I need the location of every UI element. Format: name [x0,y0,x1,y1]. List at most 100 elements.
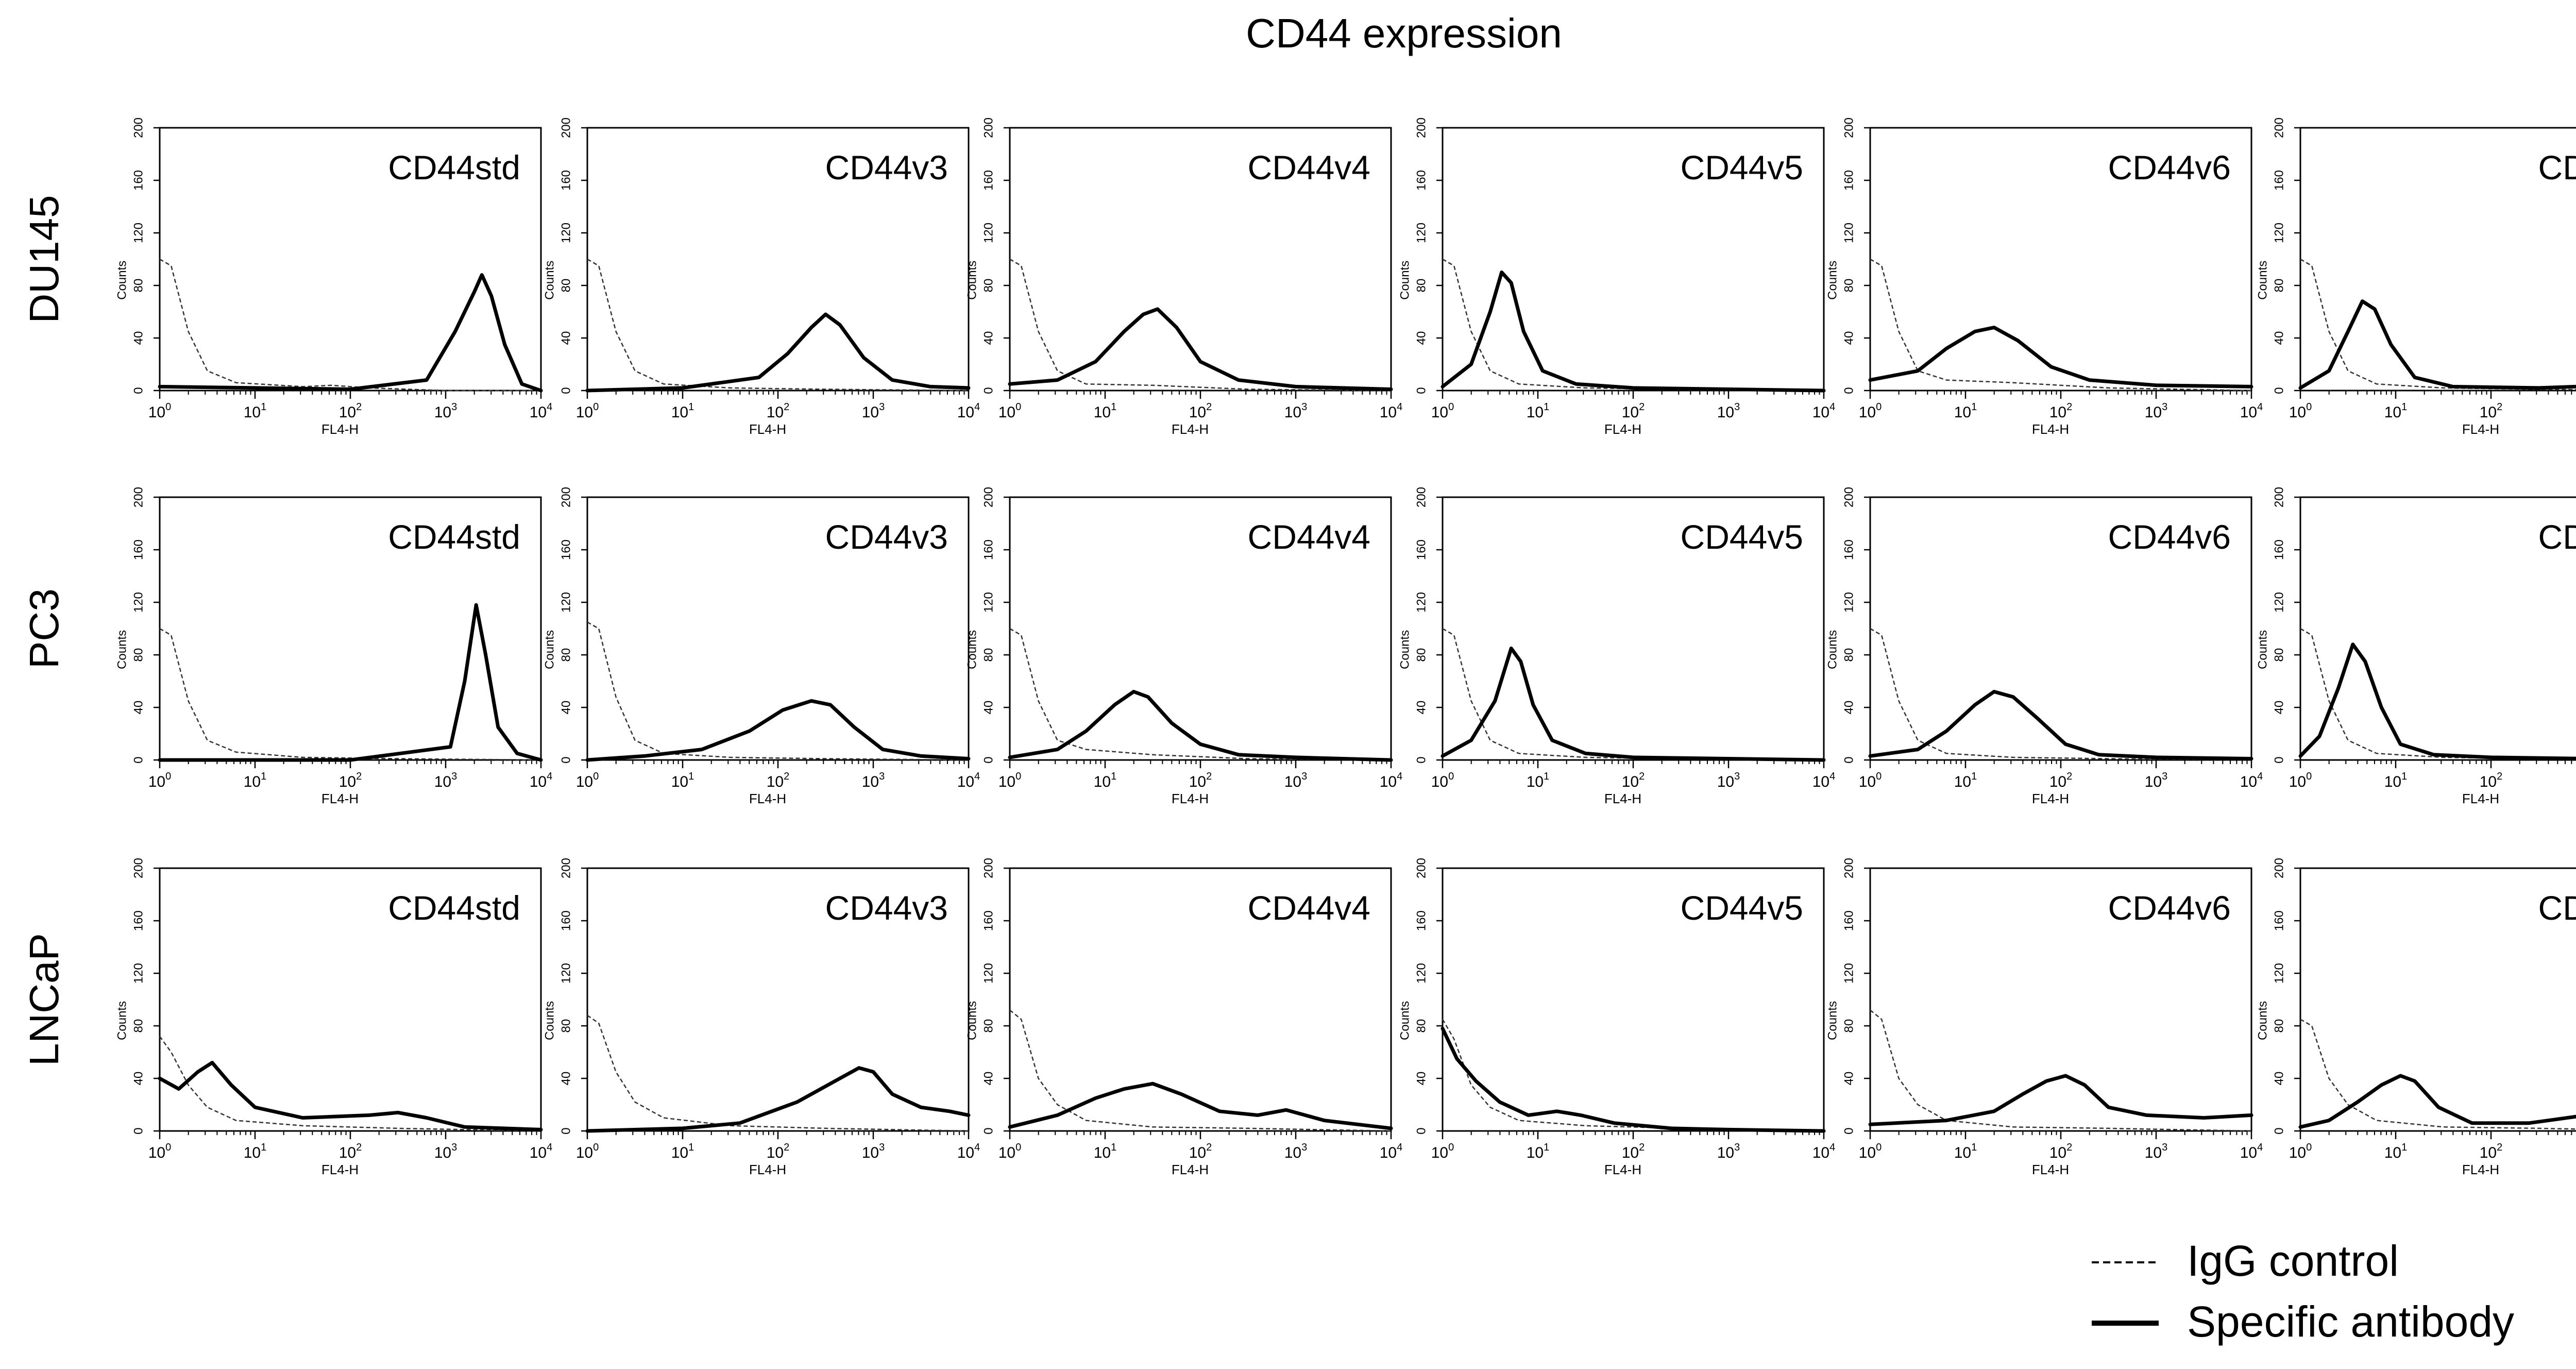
x-tick-label: 100 [148,401,172,421]
x-axis-label: FL4-H [321,1162,359,1177]
panel-antibody-label: CD44v6 [2108,889,2231,927]
series-igg-control [1870,1009,2252,1132]
y-tick-label: 40 [1842,1072,1856,1086]
y-tick-label: 160 [1414,539,1428,560]
series-specific-antibody [1868,689,2253,760]
series-specific-antibody [1440,271,1826,393]
y-tick-label: 40 [1842,331,1856,345]
y-tick-label: 80 [559,1019,573,1033]
series-igg-control [587,621,969,761]
x-tick-label: 103 [2145,401,2168,421]
y-tick-label: 40 [2272,1072,2286,1086]
x-tick-label: 100 [576,771,599,790]
panel-pc3-cd44v6: 0 40 80 120 160 200 Counts 100 101 102 103 104 FL4-H… [1825,487,2263,806]
x-tick-label: 102 [1622,1142,1645,1161]
series-specific-antibody [585,699,971,762]
y-axis-label: Counts [965,1001,979,1040]
panel-antibody-label: CD44v5 [1681,518,1803,556]
x-tick-label: 103 [1284,1142,1308,1161]
y-tick-label: 40 [559,701,573,715]
x-tick-label: 101 [2384,401,2408,421]
x-tick-label: 104 [1812,771,1836,790]
y-tick-label: 80 [1842,1019,1856,1033]
y-tick-label: 40 [131,701,145,715]
row-label-du145: DU145 [21,195,67,323]
series-specific-antibody [585,312,971,393]
series-igg-control [587,1015,969,1132]
y-axis-label: Counts [543,1001,556,1040]
panel-pc3-cd44v5: 0 40 80 120 160 200 Counts 100 101 102 103 104 FL4-H… [1398,487,1835,806]
x-tick-label: 102 [2049,771,2073,790]
x-tick-label: 101 [1094,1142,1117,1161]
y-tick-label: 0 [981,756,995,763]
series-specific-antibody [1008,1081,1393,1130]
y-tick-label: 80 [1842,279,1856,293]
x-tick-label: 102 [767,1142,790,1161]
x-axis-label: FL4-H [1172,1162,1209,1177]
plot-frame [2299,867,2576,1132]
y-tick-label: 80 [2272,1019,2286,1033]
x-axis-label: FL4-H [2462,1162,2499,1177]
y-tick-label: 160 [1842,539,1856,560]
y-tick-label: 40 [2272,331,2286,345]
legend-specific-label: Specific antibody [2187,1297,2514,1346]
x-tick-label: 100 [998,771,1022,790]
panel-antibody-label: CD44v4 [1248,889,1370,927]
x-tick-label: 100 [148,771,172,790]
x-tick-label: 101 [671,771,694,790]
y-tick-label: 200 [981,858,995,878]
x-axis-label: FL4-H [2462,421,2499,437]
y-tick-label: 40 [981,1072,995,1086]
x-tick-label: 101 [1954,771,1977,790]
y-tick-label: 40 [981,701,995,715]
y-tick-label: 0 [981,1127,995,1134]
y-tick-label: 80 [2272,279,2286,293]
y-tick-label: 40 [559,1072,573,1086]
x-tick-label: 101 [1527,1142,1550,1161]
y-tick-label: 200 [981,117,995,138]
x-tick-label: 102 [2049,1142,2073,1161]
y-tick-label: 80 [131,648,145,662]
series-specific-antibody [1868,1074,2253,1126]
y-tick-label: 80 [981,1019,995,1033]
x-tick-label: 102 [1622,771,1645,790]
series-igg-control [159,628,541,761]
y-axis-label: Counts [1398,630,1412,669]
series-specific-antibody [158,603,543,762]
x-tick-label: 104 [2240,401,2263,421]
y-tick-label: 160 [131,910,145,931]
x-axis-label: FL4-H [321,791,359,806]
x-tick-label: 100 [998,401,1022,421]
y-tick-label: 40 [1414,331,1428,345]
y-axis-label: Counts [115,261,129,300]
x-tick-label: 103 [862,771,885,790]
series-specific-antibody [1440,646,1826,762]
y-axis-label: Counts [2256,261,2269,300]
y-tick-label: 120 [981,223,995,243]
x-axis-label: FL4-H [1604,1162,1641,1177]
y-tick-label: 120 [2272,963,2286,984]
y-axis-label: Counts [2256,630,2269,669]
y-tick-label: 80 [131,279,145,293]
y-tick-label: 0 [559,756,573,763]
y-tick-label: 160 [1414,170,1428,191]
series-igg-control [2300,1019,2576,1130]
x-tick-label: 103 [1717,401,1740,421]
y-tick-label: 200 [981,487,995,508]
x-tick-label: 102 [2480,1142,2503,1161]
y-tick-label: 120 [1842,592,1856,613]
x-tick-label: 102 [339,771,362,790]
x-tick-label: 100 [2289,771,2312,790]
y-axis-label: Counts [1825,261,1839,300]
x-tick-label: 101 [2384,1142,2408,1161]
panel-antibody-label: CD44v5 [1681,148,1803,187]
y-tick-label: 80 [2272,648,2286,662]
panel-lncap-cd44v6: 0 40 80 120 160 200 Counts 100 101 102 103 104 FL4-H… [1825,858,2263,1177]
panel-pc3-cd44v7: 04080120160200Counts100101102103104FL4-H… [2256,487,2576,806]
x-tick-label: 102 [2049,401,2073,421]
panel-lncap-cd44v5: 0 40 80 120 160 200 Counts 100 101 102 103 104 FL4-H… [1398,858,1835,1177]
x-tick-label: 104 [1380,401,1403,421]
panel-pc3-cd44std: 0 40 80 120 160 200 Counts 100 101 102 103 104 FL4-H… [115,487,552,806]
x-tick-label: 104 [957,1142,980,1161]
y-tick-label: 120 [2272,223,2286,243]
